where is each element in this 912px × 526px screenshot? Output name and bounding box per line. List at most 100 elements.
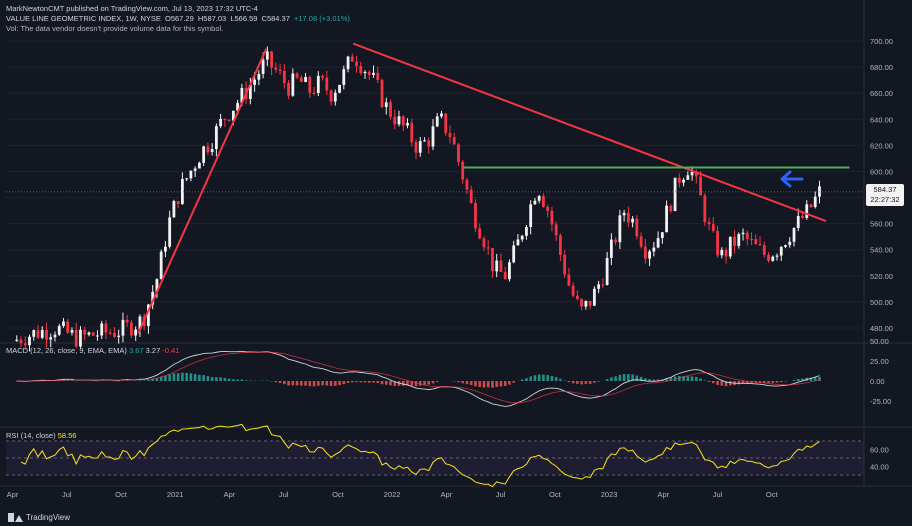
candle-body — [376, 72, 380, 80]
candle-body — [134, 329, 138, 336]
macd-histogram-bar — [189, 373, 193, 381]
candle-body — [563, 254, 567, 275]
candle-body — [444, 113, 448, 134]
candle-body — [427, 140, 431, 147]
candle-body — [45, 330, 48, 340]
macd-histogram-bar — [355, 381, 358, 383]
candle-body — [389, 102, 392, 117]
macd-histogram-bar — [317, 381, 320, 386]
candle-body — [414, 142, 418, 153]
candle-body — [635, 218, 639, 237]
candle-body — [397, 116, 401, 125]
candle-body — [108, 332, 112, 334]
candle-body — [750, 238, 753, 240]
macd-histogram-bar — [469, 381, 473, 386]
macd-histogram-bar — [138, 380, 142, 381]
candle-body — [520, 235, 524, 240]
macd-histogram-bar — [639, 376, 643, 381]
macd-histogram-bar — [818, 376, 821, 381]
candle-body — [733, 236, 736, 246]
candle-body — [457, 144, 460, 162]
candle-body — [138, 316, 142, 330]
macd-histogram-bar — [193, 374, 197, 381]
candle-body — [304, 77, 307, 82]
candle-body — [130, 322, 133, 336]
macd-histogram-bar — [176, 373, 180, 381]
candle-body — [210, 149, 214, 153]
tradingview-footer[interactable]: TradingView — [8, 513, 70, 522]
time-tick: Jul — [279, 490, 289, 499]
candle-body — [592, 288, 596, 306]
macd-histogram-bar — [652, 379, 656, 381]
candle-body — [176, 201, 180, 204]
macd-histogram-bar — [240, 379, 244, 381]
candle-body — [597, 284, 601, 289]
price-tick: 500.00 — [870, 298, 893, 307]
candle-body — [728, 236, 732, 257]
candle-body — [771, 256, 775, 261]
candle-body — [452, 137, 456, 145]
candle-body — [36, 330, 40, 338]
candle-body — [367, 71, 371, 75]
candle-body — [516, 239, 520, 246]
macd-histogram-bar — [329, 381, 333, 386]
macd-histogram-bar — [716, 381, 719, 385]
macd-histogram-bar — [295, 381, 299, 386]
macd-histogram-bar — [334, 381, 337, 386]
candle-body — [227, 119, 231, 121]
macd-histogram-bar — [495, 381, 498, 387]
macd-histogram-bar — [576, 381, 579, 384]
macd-histogram-bar — [682, 376, 685, 381]
macd-histogram-bar — [775, 381, 779, 383]
rsi-legend: RSI (14, close) 58.56 — [6, 431, 76, 440]
macd-histogram-bar — [482, 381, 486, 388]
macd-histogram-bar — [198, 374, 201, 381]
candle-body — [609, 239, 613, 258]
candle-body — [525, 226, 528, 236]
macd-histogram-bar — [172, 373, 176, 381]
time-tick: 2022 — [384, 490, 401, 499]
candle-body — [737, 234, 741, 246]
trendline-falling — [352, 42, 827, 222]
candle-body — [605, 257, 609, 285]
candle-body — [83, 329, 87, 335]
macd-histogram-bar — [724, 381, 728, 387]
candle-body — [571, 285, 575, 296]
macd-histogram-bar — [796, 379, 800, 381]
macd-histogram-bar — [707, 381, 711, 383]
macd-histogram-bar — [546, 374, 549, 381]
candle-body — [724, 249, 728, 257]
candle-body — [219, 118, 223, 127]
macd-histogram-bar — [376, 381, 380, 383]
close-value: C584.37 — [261, 14, 290, 23]
candle-body — [104, 323, 108, 333]
candle-body — [66, 321, 70, 333]
macd-histogram-bar — [423, 381, 426, 386]
candle-body — [295, 73, 299, 78]
macd-histogram-bar — [372, 381, 375, 383]
macd-histogram-bar — [397, 381, 401, 386]
macd-histogram-bar — [168, 374, 171, 381]
macd-histogram-bar — [465, 381, 469, 385]
macd-histogram-bar — [300, 381, 303, 386]
candle-body — [338, 84, 341, 93]
candle-body — [542, 195, 545, 207]
macd-histogram-bar — [712, 381, 715, 384]
macd-histogram-bar — [792, 380, 796, 381]
tradingview-logo-icon — [8, 513, 23, 522]
candle-body — [478, 228, 482, 239]
last-price: 584.37 — [873, 185, 897, 194]
macd-histogram-bar — [155, 378, 159, 381]
bar-countdown: 22:27:32 — [870, 195, 900, 204]
macd-histogram-bar — [312, 381, 316, 387]
macd-histogram-bar — [542, 374, 545, 381]
macd-histogram-bar — [801, 378, 804, 381]
macd-histogram-bar — [410, 381, 414, 386]
candle-body — [648, 251, 652, 259]
macd-value-1: 3.67 — [128, 346, 144, 355]
candle-body — [682, 179, 685, 183]
macd-histogram-bar — [605, 379, 609, 381]
macd-histogram-bar — [741, 381, 745, 384]
macd-histogram-bar — [610, 377, 613, 381]
